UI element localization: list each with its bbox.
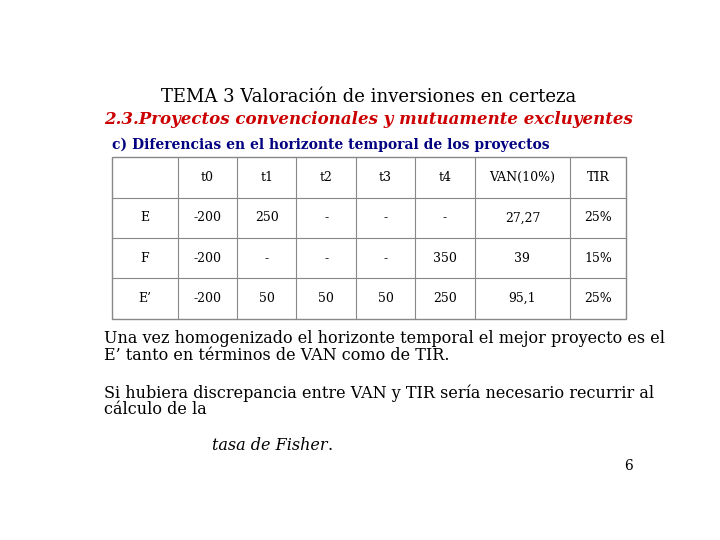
Text: E’: E’: [138, 292, 151, 305]
Text: t4: t4: [438, 171, 451, 184]
Text: VAN(10%): VAN(10%): [490, 171, 555, 184]
Text: 39: 39: [515, 252, 531, 265]
Text: t0: t0: [201, 171, 214, 184]
Text: 50: 50: [377, 292, 393, 305]
Text: Si hubiera discrepancia entre VAN y TIR sería necesario recurrir al: Si hubiera discrepancia entre VAN y TIR …: [104, 384, 654, 402]
Text: 350: 350: [433, 252, 456, 265]
Text: 27,27: 27,27: [505, 211, 540, 224]
Text: -200: -200: [194, 292, 221, 305]
Text: -200: -200: [194, 211, 221, 224]
Text: tasa de Fisher: tasa de Fisher: [212, 437, 328, 454]
Text: -: -: [265, 252, 269, 265]
Text: 250: 250: [255, 211, 279, 224]
Text: -: -: [324, 252, 328, 265]
Text: -: -: [384, 252, 387, 265]
Bar: [112, 157, 626, 319]
Text: E: E: [140, 211, 149, 224]
Text: 15%: 15%: [585, 252, 612, 265]
Text: F: F: [140, 252, 149, 265]
Text: Una vez homogenizado el horizonte temporal el mejor proyecto es el: Una vez homogenizado el horizonte tempor…: [104, 330, 665, 347]
Text: t1: t1: [260, 171, 273, 184]
Text: TIR: TIR: [587, 171, 610, 184]
Text: -200: -200: [194, 252, 221, 265]
Text: 6: 6: [624, 459, 632, 473]
Text: c) Diferencias en el horizonte temporal de los proyectos: c) Diferencias en el horizonte temporal …: [112, 138, 549, 152]
Text: t2: t2: [320, 171, 333, 184]
Text: 2.3.Proyectos convencionales y mutuamente excluyentes: 2.3.Proyectos convencionales y mutuament…: [104, 111, 633, 128]
Text: 95,1: 95,1: [508, 292, 536, 305]
Text: -: -: [324, 211, 328, 224]
Text: 50: 50: [318, 292, 334, 305]
Text: -: -: [443, 211, 447, 224]
Text: TEMA 3 Valoración de inversiones en certeza: TEMA 3 Valoración de inversiones en cert…: [161, 88, 577, 106]
Text: E’ tanto en términos de VAN como de TIR.: E’ tanto en términos de VAN como de TIR.: [104, 347, 449, 365]
Text: -: -: [384, 211, 387, 224]
Text: t3: t3: [379, 171, 392, 184]
Text: 25%: 25%: [585, 292, 612, 305]
Text: cálculo de la: cálculo de la: [104, 401, 212, 418]
Text: 50: 50: [258, 292, 274, 305]
Text: 25%: 25%: [585, 211, 612, 224]
Text: 250: 250: [433, 292, 456, 305]
Text: .: .: [328, 437, 333, 454]
